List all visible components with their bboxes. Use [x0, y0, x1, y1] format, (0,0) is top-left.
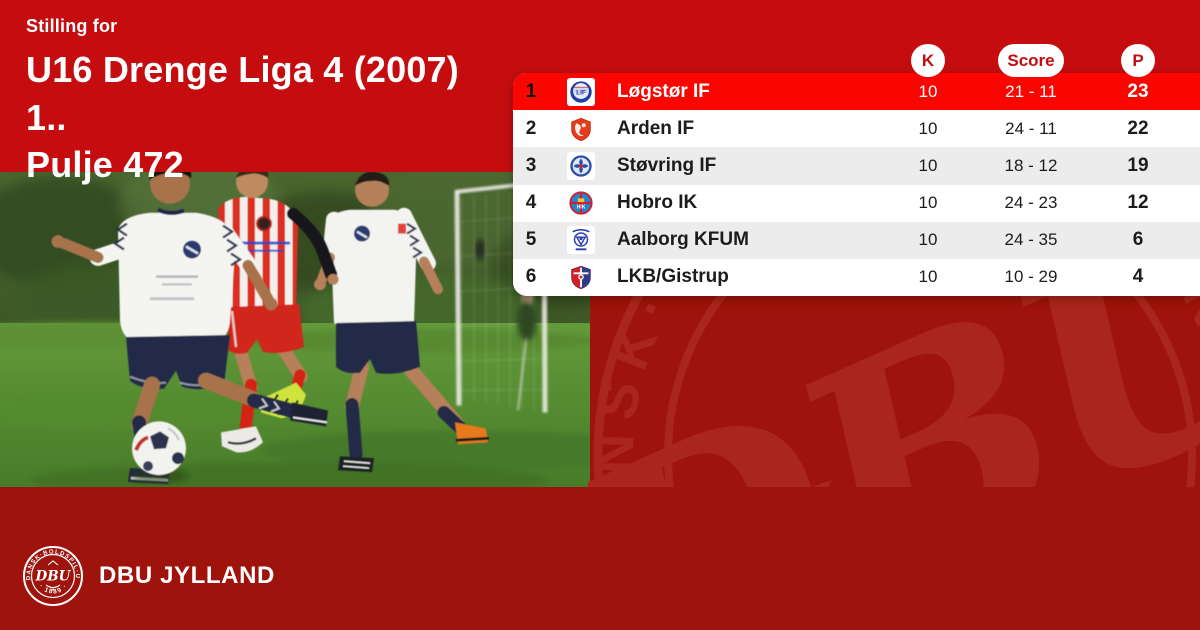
column-pill-score: Score: [998, 44, 1064, 77]
table-row: 5 Aalborg KFUM 10 24 - 35 6: [513, 221, 1200, 259]
points: 19: [1127, 154, 1149, 176]
hobro-ik-crest: HIK: [567, 189, 595, 218]
club-name: Aalborg KFUM: [617, 229, 749, 251]
table-row: 6 LKB/Gistrup 10 10 - 29 4: [513, 258, 1200, 296]
lkb-gistrup-crest: [567, 263, 595, 292]
points: 6: [1132, 229, 1144, 251]
rank: 3: [525, 154, 537, 176]
matches-played: 10: [918, 155, 938, 175]
aalborg-kfum-crest: [567, 226, 595, 255]
stovring-if-crest: [567, 151, 595, 180]
dbu-crest-watermark: DANSK·BOLDSPIL-UNION DBU: [588, 296, 1200, 487]
points: 23: [1127, 80, 1149, 102]
league-title: U16 Drenge Liga 4 (2007) 1..: [26, 49, 459, 138]
arden-if-crest: [567, 114, 595, 143]
points: 4: [1132, 266, 1144, 288]
matches-played: 10: [918, 81, 938, 101]
goal-score: 24 - 35: [1004, 230, 1058, 250]
standings-table: 1 LIF Løgstør IF 10 21 - 11 23 2 Arden I…: [513, 73, 1200, 296]
pool-title: Pulje 472: [26, 144, 184, 186]
eyebrow-label: Stilling for: [26, 16, 118, 36]
club-name: Støvring IF: [617, 154, 717, 176]
logstor-if-crest: LIF: [567, 77, 595, 106]
matches-played: 10: [918, 118, 938, 138]
goal-score: 24 - 23: [1004, 193, 1058, 213]
matches-played: 10: [918, 230, 938, 250]
column-pill-p: P: [1121, 44, 1155, 77]
goal-score: 21 - 11: [1005, 81, 1057, 101]
footer-brand: DANSK·BOLDSPIL·UNION · 1889 · DBU DBU JY…: [22, 545, 275, 607]
youth-football-match-photo: [0, 172, 590, 487]
svg-text:HIK: HIK: [577, 205, 586, 211]
player-middle: [218, 172, 339, 453]
rank: 6: [525, 266, 537, 288]
dbu-crest-center-text: DBU: [35, 569, 72, 585]
club-name: LKB/Gistrup: [617, 266, 729, 288]
svg-text:LIF: LIF: [576, 89, 586, 96]
goal-score: 10 - 29: [1004, 267, 1058, 287]
rank: 4: [525, 192, 537, 214]
table-row: 4 HIK Hobro IK 10 24 - 23 12: [513, 184, 1200, 222]
points: 12: [1127, 192, 1149, 214]
club-name: Løgstør IF: [617, 80, 710, 102]
player-front: [51, 172, 328, 485]
brand-name: DBU JYLLAND: [99, 562, 275, 589]
goal-score: 24 - 11: [1005, 118, 1057, 138]
player-right: [314, 172, 490, 473]
matches-played: 10: [918, 193, 938, 213]
dbu-crest: DANSK·BOLDSPIL·UNION · 1889 · DBU: [22, 545, 83, 606]
club-name: Hobro IK: [617, 192, 698, 214]
goal-score: 18 - 12: [1004, 155, 1058, 175]
table-row: 1 LIF Løgstør IF 10 21 - 11 23: [513, 73, 1200, 111]
rank: 2: [525, 117, 537, 139]
watermark-center-text: DBU: [588, 296, 1200, 487]
rank: 5: [525, 229, 537, 251]
rank: 1: [525, 80, 537, 102]
football: [132, 421, 188, 484]
club-name: Arden IF: [617, 117, 695, 139]
title-block: Stilling for U16 Drenge Liga 4 (2007) 1.…: [26, 16, 506, 189]
table-row: 3 Støvring IF 10 18 - 12 19: [513, 147, 1200, 185]
matches-played: 10: [918, 267, 938, 287]
points: 22: [1127, 117, 1149, 139]
column-pill-k: K: [911, 44, 945, 77]
table-row: 2 Arden IF 10 24 - 11 22: [513, 110, 1200, 148]
